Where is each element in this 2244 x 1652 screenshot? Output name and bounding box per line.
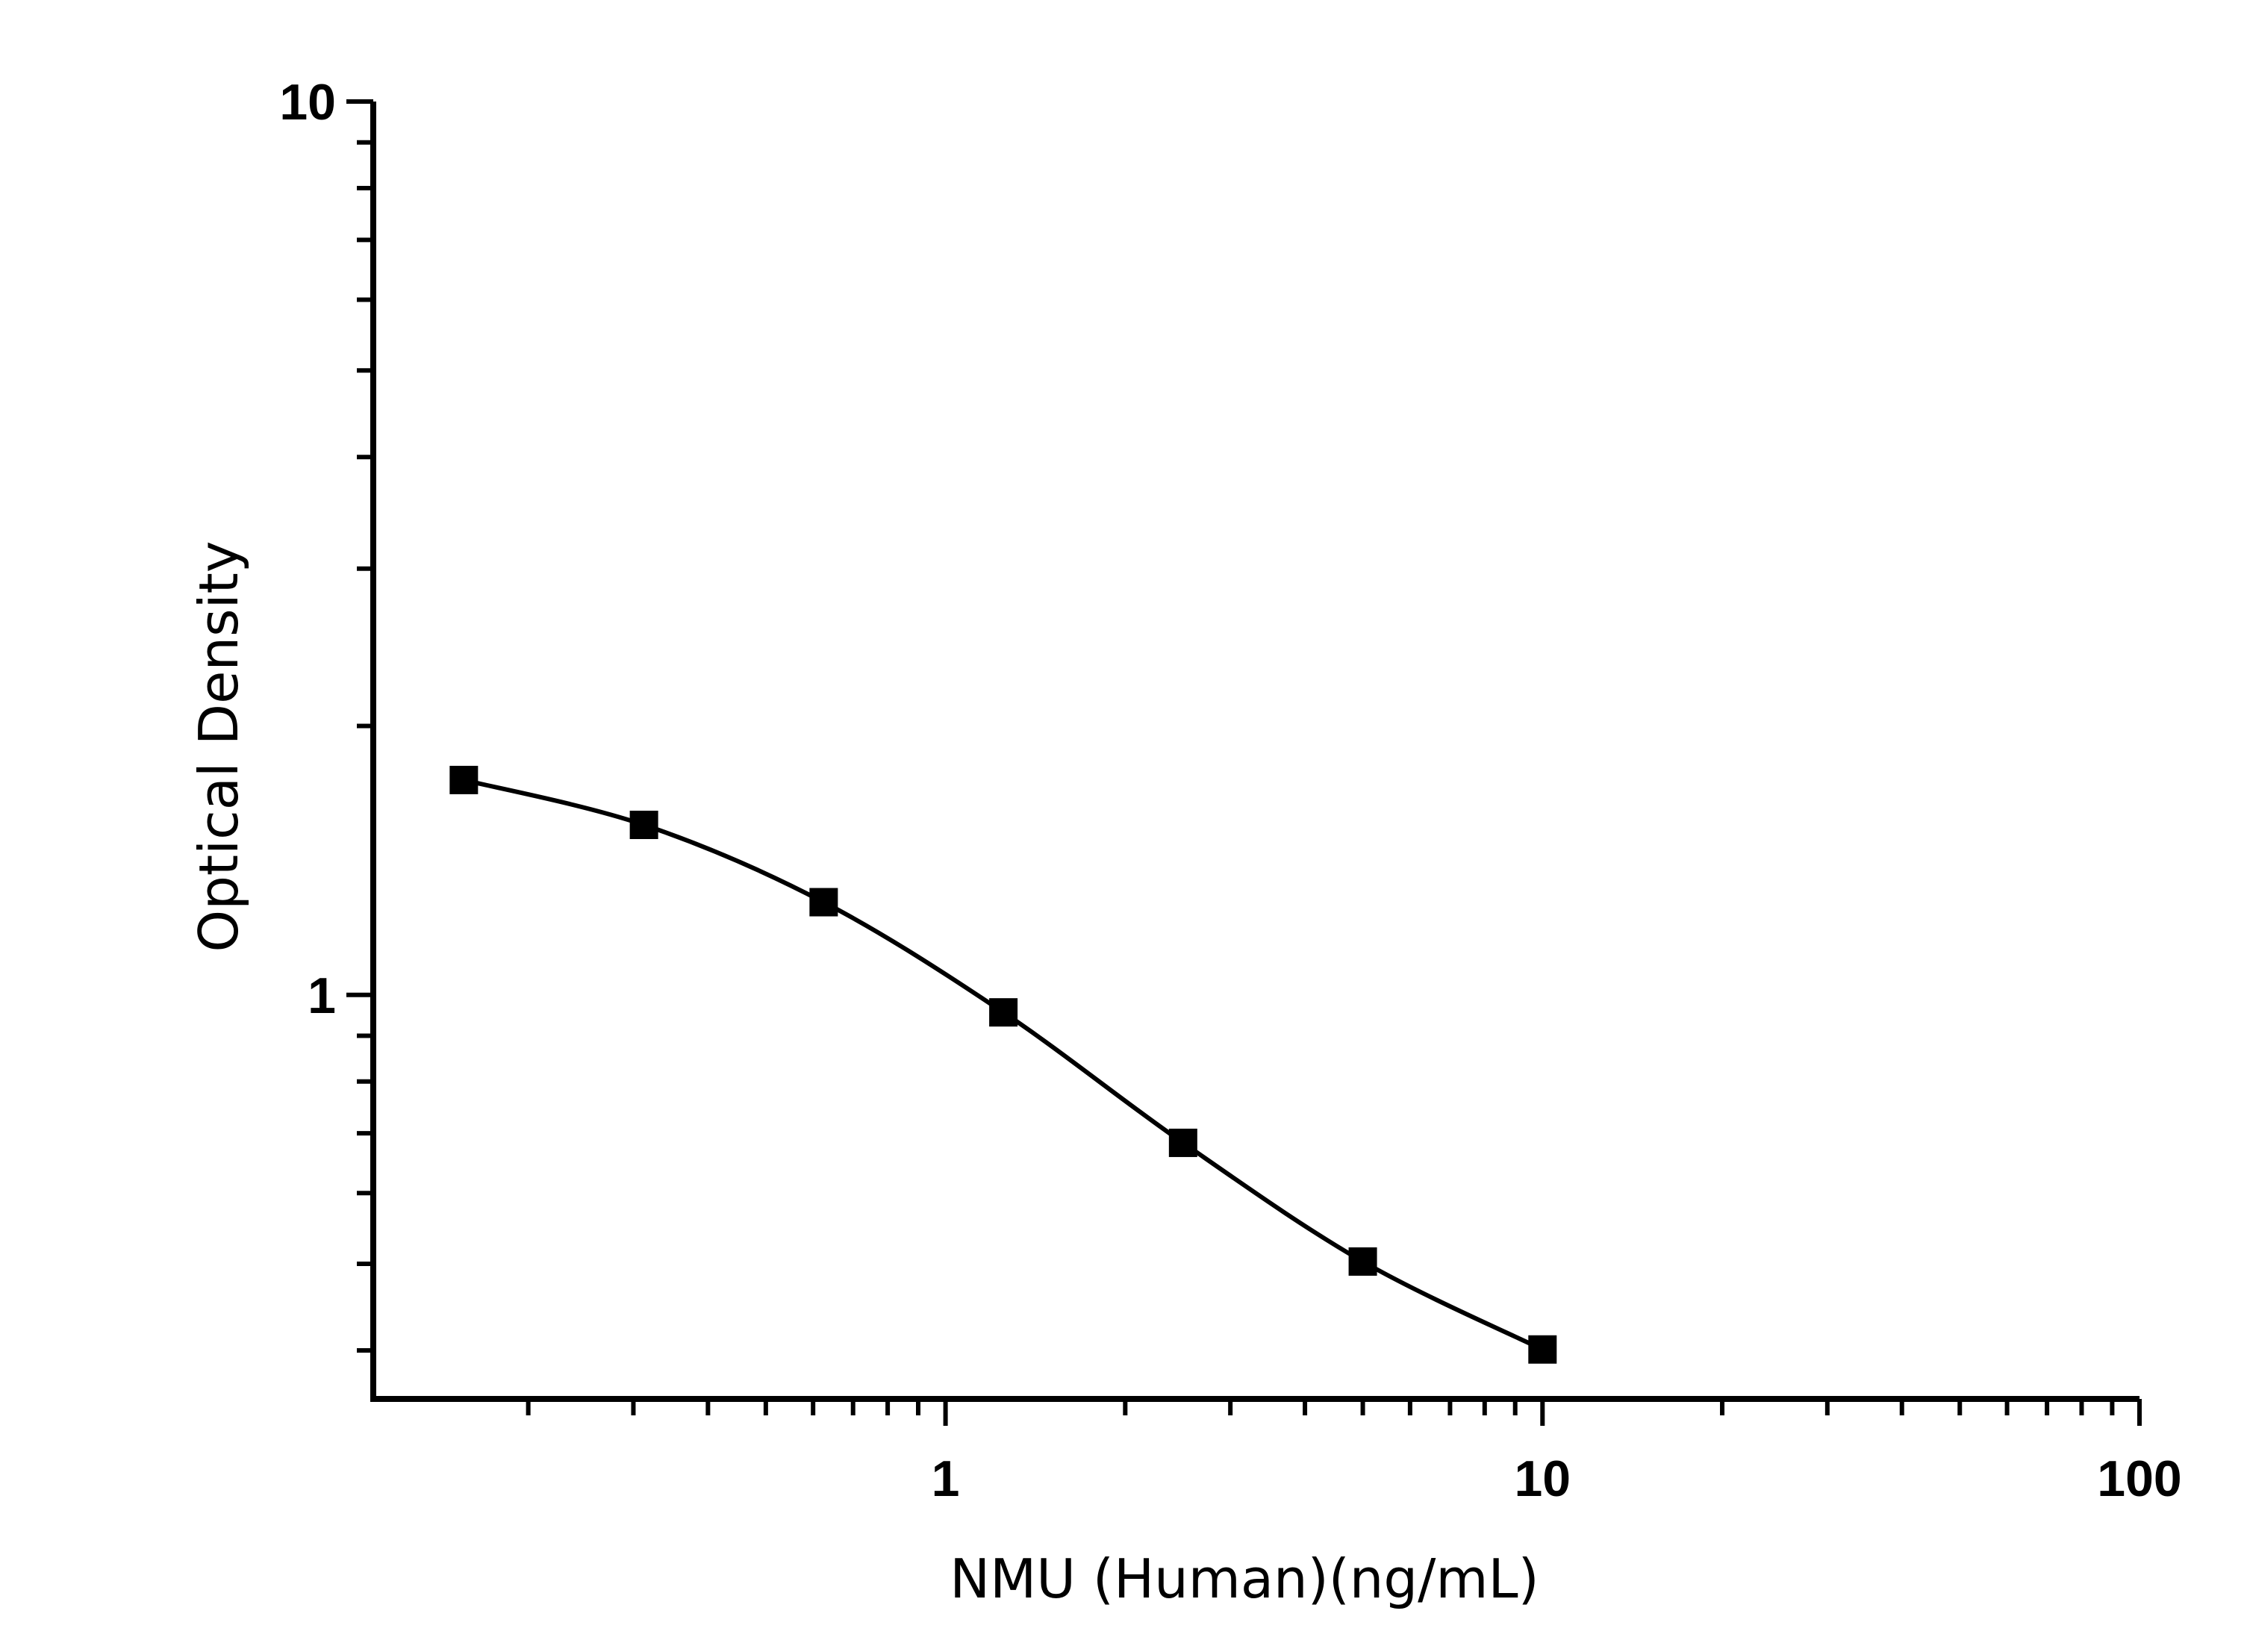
tick-labels: 1 10 100 1 10 — [279, 74, 2181, 1507]
axis-lines — [370, 102, 2139, 1402]
data-point-square — [809, 888, 838, 917]
fitted-curve — [463, 777, 1544, 1352]
data-point-square — [449, 765, 479, 794]
y-tick-label: 1 — [308, 967, 336, 1024]
axis-ticks — [346, 99, 2142, 1426]
x-axis-title: NMU (Human)(ng/mL) — [950, 1547, 1539, 1610]
x-tick-label: 10 — [1514, 1450, 1571, 1507]
data-point-square — [1168, 1128, 1197, 1157]
y-axis-title: Optical Density — [187, 541, 250, 953]
data-point-square — [989, 998, 1018, 1027]
data-points — [449, 765, 1557, 1364]
x-tick-label: 100 — [2097, 1450, 2181, 1507]
y-tick-label: 10 — [279, 74, 336, 131]
data-point-square — [1528, 1335, 1557, 1364]
data-point-square — [629, 810, 658, 839]
data-point-square — [1348, 1247, 1377, 1276]
x-tick-label: 1 — [932, 1450, 960, 1507]
axes — [370, 102, 2139, 1402]
